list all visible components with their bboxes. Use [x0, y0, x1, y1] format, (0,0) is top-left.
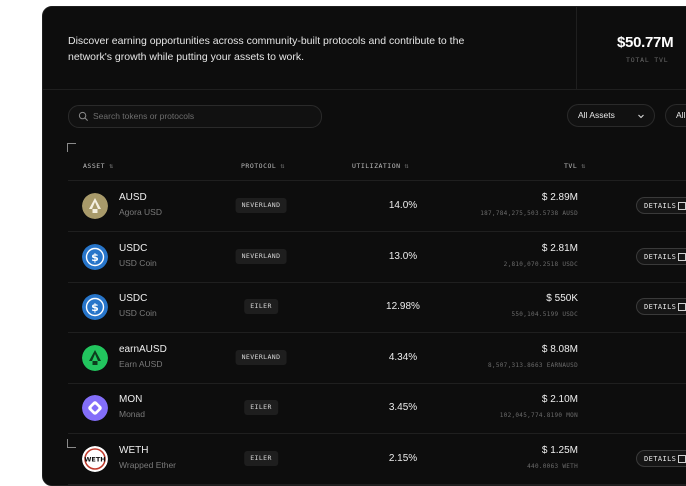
protocol-badge: EILER [244, 450, 278, 466]
tvl-amount: 550,104.5199 USDC [511, 311, 578, 318]
protocol-badge: NEVERLAND [235, 198, 287, 213]
tvl-amount: 2,810,070.2518 USDC [503, 260, 578, 268]
tvl-amount: 440.0063 WETH [527, 462, 578, 470]
utilization-value: 3.45% [388, 402, 418, 413]
total-tvl-value: $50.77M [617, 34, 674, 51]
asset-symbol: USDC [119, 242, 148, 254]
column-header-asset[interactable]: ASSET ⇅ [83, 162, 114, 170]
search-bar[interactable] [68, 105, 322, 128]
asset-filter-dropdown[interactable]: All Assets [567, 104, 655, 127]
protocol-badge: NEVERLAND [235, 349, 287, 365]
external-link-icon [678, 303, 686, 311]
weth-logo-icon: WETH [82, 445, 108, 472]
tvl-value: $ 1.25M [541, 444, 578, 456]
table-row[interactable]: $ USDC USD Coin EILER 12.98% $ 550K 550,… [68, 282, 686, 333]
earn-panel: Discover earning opportunities across co… [42, 6, 686, 486]
column-header-tvl[interactable]: TVL ⇅ [564, 162, 586, 170]
details-button[interactable]: DETAILS [636, 298, 686, 315]
tvl-value: $ 8.08M [541, 343, 578, 355]
utilization-value: 2.15% [388, 452, 418, 464]
utilization-value: 12.98% [386, 301, 420, 312]
table-corner-marker [67, 143, 76, 152]
sort-icon: ⇅ [280, 162, 286, 170]
protocol-badge: NEVERLAND [235, 248, 287, 264]
total-tvl-label: TOTAL TVL [626, 56, 669, 64]
table-row[interactable]: earnAUSD Earn AUSD NEVERLAND 4.34% $ 8.0… [68, 333, 686, 384]
asset-symbol: MON [119, 394, 143, 405]
earn-ausd-logo-icon [82, 344, 108, 371]
asset-name: USD Coin [119, 257, 157, 268]
asset-name: Wrapped Ether [119, 459, 177, 470]
column-header-protocol[interactable]: PROTOCOL ⇅ [241, 162, 286, 170]
sort-icon: ⇅ [404, 162, 410, 170]
utilization-value: 4.34% [388, 351, 418, 363]
tvl-value: $ 550K [546, 293, 578, 304]
external-link-icon [678, 454, 686, 463]
details-label: DETAILS [644, 202, 677, 210]
protocol-badge: EILER [244, 400, 278, 415]
asset-name: Agora USD [119, 207, 162, 217]
tvl-amount: 187,784,275,503.5738 AUSD [480, 210, 578, 217]
svg-text:WETH: WETH [84, 455, 105, 463]
monad-logo-icon [82, 395, 108, 421]
table-row[interactable]: AUSD Agora USD NEVERLAND 14.0% $ 2.89M 1… [68, 181, 686, 232]
details-label: DETAILS [644, 454, 677, 463]
asset-name: USD Coin [119, 308, 157, 318]
tvl-amount: 8,507,313.8663 EARNAUSD [488, 361, 578, 369]
second-filter-label: All [676, 110, 686, 120]
details-label: DETAILS [644, 252, 677, 261]
usdc-logo-icon: $ [82, 243, 108, 270]
sort-icon: ⇅ [581, 162, 586, 170]
protocol-badge: EILER [244, 299, 278, 314]
tvl-amount: 102,045,774.8190 MON [499, 412, 578, 419]
column-header-utilization[interactable]: UTILIZATION ⇅ [352, 162, 410, 170]
asset-symbol: WETH [119, 444, 149, 456]
agora-logo-icon [82, 193, 108, 219]
usdc-logo-icon: $ [82, 294, 108, 320]
tvl-value: $ 2.81M [541, 242, 578, 254]
table-header-divider [68, 180, 686, 181]
details-button[interactable]: DETAILS [636, 449, 686, 467]
asset-symbol: USDC [119, 293, 148, 304]
search-input[interactable] [93, 108, 313, 124]
svg-text:$: $ [91, 301, 99, 314]
page-description: Discover earning opportunities across co… [68, 35, 465, 63]
svg-text:$: $ [91, 251, 99, 264]
details-button[interactable]: DETAILS [636, 247, 686, 265]
second-filter-dropdown[interactable]: All [665, 104, 686, 127]
page-header: Discover earning opportunities across co… [43, 7, 686, 90]
table-corner-marker [67, 439, 76, 448]
asset-name: Earn AUSD [119, 358, 163, 369]
asset-filter-label: All Assets [578, 110, 615, 120]
utilization-value: 13.0% [388, 250, 418, 262]
external-link-icon [678, 252, 686, 261]
chevron-down-icon [638, 114, 644, 119]
asset-symbol: earnAUSD [119, 343, 167, 355]
tvl-value: $ 2.10M [541, 394, 578, 405]
utilization-value: 14.0% [388, 200, 418, 211]
external-link-icon [678, 202, 686, 210]
details-label: DETAILS [644, 303, 677, 311]
asset-name: Monad [119, 409, 145, 419]
search-icon [78, 111, 88, 121]
table-row[interactable]: WETH WETH Wrapped Ether EILER 2.15% $ 1.… [68, 434, 686, 485]
total-tvl-card: $50.77M TOTAL TVL [576, 7, 686, 89]
asset-symbol: AUSD [119, 192, 147, 203]
tvl-value: $ 2.89M [541, 192, 578, 203]
table-row[interactable]: $ USDC USD Coin NEVERLAND 13.0% $ 2.81M … [68, 232, 686, 283]
sort-icon: ⇅ [109, 162, 114, 170]
details-button[interactable]: DETAILS [636, 197, 686, 214]
table-row[interactable]: MON Monad EILER 3.45% $ 2.10M 102,045,77… [68, 383, 686, 434]
